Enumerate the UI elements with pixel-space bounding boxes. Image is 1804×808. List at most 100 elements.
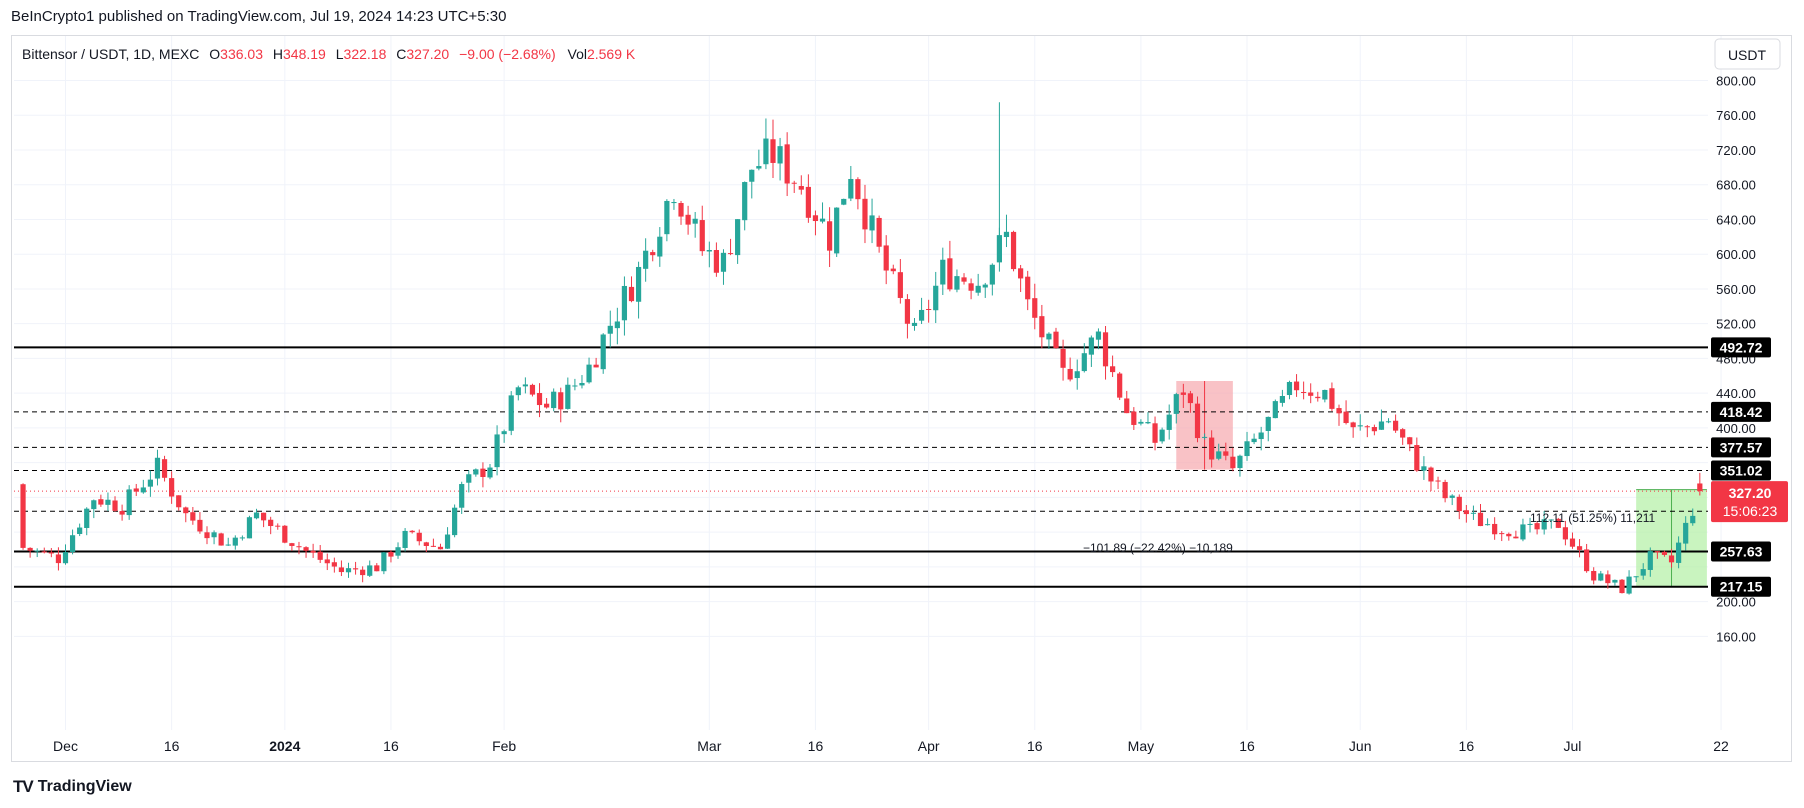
horizontal-levels xyxy=(14,346,1708,588)
candle xyxy=(834,207,840,257)
candle-body xyxy=(1329,388,1335,409)
candle-body xyxy=(720,252,727,272)
candle-body xyxy=(1350,422,1356,428)
candle-body xyxy=(225,544,231,546)
candle-body xyxy=(69,535,76,552)
level-label-bg xyxy=(1711,401,1771,422)
candle xyxy=(1301,381,1307,400)
candle xyxy=(1223,442,1229,461)
candle xyxy=(678,200,684,225)
candle-body xyxy=(1499,533,1505,535)
candle-body xyxy=(268,519,274,527)
candle-body xyxy=(904,299,911,324)
candle xyxy=(643,238,649,282)
candle xyxy=(933,271,939,324)
candle-body xyxy=(1555,518,1561,528)
candle-body xyxy=(784,144,790,184)
candle-body xyxy=(246,517,253,539)
candle xyxy=(1654,551,1660,559)
candle xyxy=(261,512,267,528)
symbol-name: Bittensor / USDT, 1D, MEXC xyxy=(22,46,199,62)
candle-body xyxy=(1060,348,1066,368)
candle-body xyxy=(961,277,967,282)
candle xyxy=(883,235,889,285)
measure-up-box xyxy=(1636,489,1707,587)
publisher-line: BeInCrypto1 published on TradingView.com… xyxy=(11,8,507,25)
candle xyxy=(190,506,196,525)
candle-body xyxy=(600,334,606,370)
candle xyxy=(452,504,458,538)
candle-body xyxy=(791,182,797,184)
candle xyxy=(635,261,642,319)
low-value: 322.18 xyxy=(344,46,387,62)
candle-body xyxy=(34,550,40,552)
candle-body xyxy=(628,286,635,302)
candle-body xyxy=(1258,432,1264,440)
candle-body xyxy=(558,392,564,410)
candle xyxy=(296,541,302,555)
candle-body xyxy=(579,382,585,386)
time-tick-label: May xyxy=(1128,738,1154,754)
candle xyxy=(1605,570,1611,589)
candle-body xyxy=(452,507,458,536)
candle xyxy=(614,307,620,345)
candle-body xyxy=(1598,573,1604,581)
candle-body xyxy=(770,139,776,163)
candle-body xyxy=(798,186,804,190)
candle xyxy=(1697,472,1703,496)
candle-body xyxy=(147,479,153,487)
candle xyxy=(1067,357,1073,382)
candle-body xyxy=(933,285,939,311)
candle-body xyxy=(1548,519,1554,521)
candle xyxy=(501,429,507,443)
candle-body xyxy=(1265,416,1271,431)
candle-body xyxy=(551,391,557,409)
candle xyxy=(1492,517,1498,540)
candle-body xyxy=(1046,333,1052,340)
candle xyxy=(310,543,316,558)
candle xyxy=(805,174,811,223)
candle xyxy=(862,184,868,244)
high-label: H xyxy=(273,46,283,62)
candle-body xyxy=(1477,512,1484,527)
currency-button-label[interactable]: USDT xyxy=(1728,47,1767,63)
candle-body xyxy=(473,469,479,475)
candle-body xyxy=(183,507,189,514)
candle xyxy=(565,377,571,410)
candle xyxy=(77,523,83,537)
candle xyxy=(402,528,408,552)
candle-body xyxy=(1364,426,1370,428)
candle-body xyxy=(664,200,670,235)
candle-body xyxy=(1003,231,1010,238)
candle xyxy=(1661,550,1668,557)
candle-body xyxy=(940,259,946,285)
currency-button[interactable]: USDT xyxy=(1714,38,1781,70)
tradingview-logo[interactable]: TV TradingView xyxy=(13,777,132,797)
candle-body xyxy=(409,530,415,533)
candle xyxy=(841,198,847,206)
candle xyxy=(317,545,323,563)
chart-frame[interactable] xyxy=(11,35,1792,762)
candle xyxy=(897,259,903,304)
candle-body xyxy=(685,214,691,225)
candle-body xyxy=(1088,337,1094,355)
time-tick-label: Dec xyxy=(53,738,78,754)
candle-body xyxy=(211,532,217,538)
candle xyxy=(699,205,705,256)
price-tick-label: 560.00 xyxy=(1716,282,1756,297)
candle-body xyxy=(1322,389,1328,400)
candle-body xyxy=(749,169,755,182)
candle-body xyxy=(20,484,26,548)
candle-body xyxy=(1591,570,1597,581)
candle-body xyxy=(918,309,925,321)
candle xyxy=(324,553,330,571)
level-label-badge: 418.42 xyxy=(1711,401,1771,422)
candle xyxy=(1477,504,1484,527)
candle-body xyxy=(841,198,847,205)
candle-body xyxy=(1053,331,1059,349)
candle xyxy=(954,269,960,293)
candle xyxy=(812,210,819,236)
candle xyxy=(657,227,663,267)
candle-body xyxy=(678,202,684,217)
